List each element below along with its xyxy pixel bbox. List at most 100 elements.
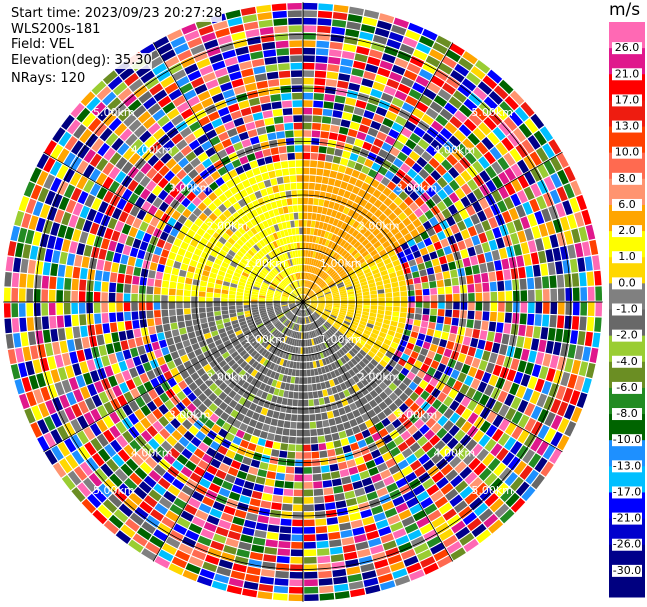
velocity-gate bbox=[205, 129, 218, 140]
velocity-gate bbox=[513, 218, 524, 232]
velocity-gate bbox=[156, 238, 166, 249]
velocity-gate bbox=[259, 310, 267, 314]
velocity-gate bbox=[142, 361, 152, 372]
velocity-gate bbox=[423, 88, 437, 100]
velocity-gate bbox=[311, 338, 315, 346]
velocity-gate bbox=[13, 332, 22, 348]
velocity-gate bbox=[356, 131, 367, 141]
velocity-gate bbox=[557, 417, 570, 434]
velocity-gate bbox=[221, 293, 228, 299]
velocity-gate bbox=[309, 306, 316, 311]
velocity-gate bbox=[177, 214, 188, 225]
velocity-gate bbox=[303, 47, 316, 55]
velocity-gate bbox=[450, 547, 466, 561]
velocity-gate bbox=[518, 414, 530, 429]
velocity-gate bbox=[194, 542, 209, 554]
velocity-gate bbox=[281, 199, 288, 207]
velocity-gate bbox=[478, 467, 492, 481]
velocity-gate bbox=[413, 319, 421, 327]
velocity-gate bbox=[203, 207, 213, 217]
velocity-gate bbox=[388, 392, 398, 402]
velocity-gate bbox=[303, 175, 310, 182]
velocity-gate bbox=[272, 232, 279, 240]
velocity-gate bbox=[299, 227, 303, 235]
velocity-gate bbox=[223, 339, 232, 347]
velocity-gate bbox=[542, 314, 550, 327]
velocity-gate bbox=[415, 42, 431, 55]
velocity-gate bbox=[315, 288, 321, 293]
velocity-gate bbox=[219, 249, 227, 257]
velocity-gate bbox=[233, 117, 245, 127]
velocity-gate bbox=[71, 487, 86, 503]
velocity-gate bbox=[310, 152, 318, 160]
velocity-gate bbox=[488, 239, 498, 251]
velocity-gate bbox=[241, 487, 253, 497]
velocity-gate bbox=[485, 179, 497, 193]
velocity-gate bbox=[299, 265, 302, 272]
velocity-gate bbox=[365, 271, 373, 278]
velocity-gate bbox=[199, 312, 207, 319]
velocity-gate bbox=[45, 399, 57, 415]
velocity-gate bbox=[372, 253, 381, 261]
velocity-gate bbox=[348, 272, 356, 278]
velocity-gate bbox=[252, 537, 266, 546]
velocity-gate bbox=[198, 340, 207, 348]
velocity-gate bbox=[516, 445, 529, 460]
velocity-gate bbox=[297, 309, 301, 316]
velocity-gate bbox=[399, 392, 409, 402]
velocity-gate bbox=[550, 414, 563, 430]
velocity-gate bbox=[317, 161, 325, 169]
velocity-gate bbox=[250, 104, 262, 114]
velocity-gate bbox=[275, 310, 282, 314]
velocity-gate bbox=[367, 151, 377, 162]
velocity-gate bbox=[330, 242, 337, 250]
velocity-gate bbox=[412, 484, 426, 496]
velocity-gate bbox=[287, 353, 292, 361]
velocity-gate bbox=[294, 482, 303, 489]
velocity-gate bbox=[299, 272, 302, 280]
velocity-gate bbox=[432, 42, 448, 55]
velocity-gate bbox=[503, 152, 516, 167]
velocity-gate bbox=[313, 267, 318, 275]
velocity-gate bbox=[440, 127, 453, 140]
velocity-gate bbox=[59, 394, 70, 409]
velocity-gate bbox=[115, 372, 125, 385]
velocity-gate bbox=[150, 377, 160, 388]
velocity-gate bbox=[206, 514, 220, 526]
velocity-gate bbox=[289, 345, 294, 353]
velocity-gate bbox=[424, 209, 435, 220]
velocity-gate bbox=[587, 286, 595, 301]
velocity-gate bbox=[125, 235, 135, 247]
velocity-gate bbox=[445, 488, 459, 501]
velocity-gate bbox=[154, 385, 165, 396]
velocity-gate bbox=[348, 304, 355, 308]
velocity-gate bbox=[251, 490, 263, 500]
velocity-gate bbox=[420, 347, 429, 357]
velocity-gate bbox=[263, 447, 272, 456]
velocity-gate bbox=[270, 346, 277, 354]
velocity-gate bbox=[162, 280, 170, 288]
velocity-gate bbox=[288, 594, 303, 602]
velocity-gate bbox=[450, 350, 460, 361]
velocity-gate bbox=[305, 309, 309, 316]
velocity-gate bbox=[303, 534, 316, 542]
velocity-gate bbox=[396, 251, 405, 259]
velocity-gate bbox=[332, 309, 339, 314]
velocity-gate bbox=[444, 121, 458, 134]
velocity-gate bbox=[119, 128, 133, 142]
velocity-gate bbox=[504, 472, 518, 487]
velocity-gate bbox=[507, 132, 521, 147]
velocity-gate bbox=[316, 383, 322, 391]
velocity-gate bbox=[123, 497, 138, 512]
velocity-gate bbox=[285, 130, 294, 138]
velocity-gate bbox=[331, 311, 339, 316]
velocity-gate bbox=[230, 246, 239, 254]
velocity-gate bbox=[242, 326, 250, 333]
velocity-gate bbox=[508, 334, 518, 347]
velocity-gate bbox=[510, 440, 523, 455]
velocity-gate bbox=[237, 378, 246, 387]
velocity-gate bbox=[381, 227, 390, 236]
velocity-gate bbox=[247, 335, 255, 342]
velocity-gate bbox=[259, 213, 266, 222]
velocity-gate bbox=[236, 346, 245, 354]
